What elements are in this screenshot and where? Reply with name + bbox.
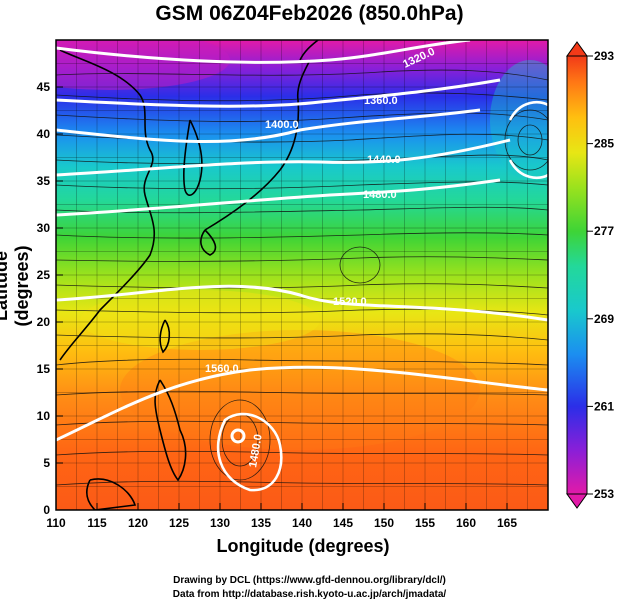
contour-1480	[56, 178, 501, 217]
y-tick-label: 20	[37, 315, 51, 329]
korea-peninsula	[183, 119, 203, 196]
contour-label: 1480.0	[363, 189, 397, 201]
y-tick-label: 45	[37, 80, 51, 94]
colorbar-tick-label: 277	[594, 224, 614, 238]
height-contours	[56, 40, 548, 492]
kuril-sakhalin	[299, 40, 319, 61]
contour-1320	[56, 40, 471, 64]
colorbar-tick-label: 261	[594, 399, 614, 413]
credit-data: Data from http://database.rish.kyoto-u.a…	[172, 589, 447, 600]
midlat-yellow-band	[80, 290, 320, 350]
contour-1520	[56, 284, 548, 322]
y-tick-label: 40	[37, 127, 51, 141]
east-high-contour	[508, 100, 548, 180]
japan-kyushu	[200, 229, 217, 256]
x-tick-label: 110	[46, 516, 66, 530]
contour-label: 1520.0	[333, 296, 367, 308]
x-tick-label: 135	[251, 516, 271, 530]
contour-1560	[56, 365, 548, 442]
y-axis-label: Latitude (degrees)	[0, 245, 32, 327]
x-tick-label: 125	[169, 516, 189, 530]
y-tick-label: 0	[43, 503, 50, 517]
x-tick-label: 155	[415, 516, 435, 530]
y-tick-label: 10	[37, 409, 51, 423]
temperature-field	[56, 40, 548, 510]
x-axis: 110 115 120 125 130 135 140 145 150 155 160 165	[46, 503, 517, 530]
y-tick-label: 35	[37, 174, 51, 188]
x-tick-label: 150	[374, 516, 394, 530]
east-warm-anomaly	[490, 60, 548, 180]
china-coast	[59, 49, 156, 361]
borneo	[85, 478, 137, 510]
contour-label: 1560.0	[205, 363, 239, 375]
contour-1440	[56, 138, 511, 177]
warm-anomaly	[120, 330, 480, 450]
y-tick-label: 25	[37, 268, 51, 282]
x-axis-label: Longitude (degrees)	[216, 536, 390, 556]
contour-label: 1440.0	[367, 154, 401, 166]
contour-1480-tropical	[216, 412, 283, 492]
contour-label: 1360.0	[364, 95, 398, 107]
colorbar-tick-label: 285	[594, 137, 614, 151]
taiwan	[159, 319, 171, 354]
x-tick-label: 160	[456, 516, 476, 530]
credit-drawing: Drawing by DCL (https://www.gfd-dennou.o…	[173, 575, 446, 586]
colorbar-tick-label: 269	[594, 312, 614, 326]
colorbar-bottom-triangle	[566, 493, 588, 509]
x-tick-label: 140	[292, 516, 312, 530]
x-tick-label: 165	[497, 516, 517, 530]
y-tick-label: 30	[37, 221, 51, 235]
y-tick-label: 5	[43, 456, 50, 470]
japan-honshu	[204, 59, 311, 231]
colorbar-gradient	[566, 55, 588, 495]
coastlines	[59, 40, 319, 510]
contour-label: 1480.0	[247, 433, 265, 468]
low-center-marker	[230, 428, 246, 444]
y-axis: 0 5 10 15 20 25 30 35 40 45	[37, 80, 63, 517]
philippines	[154, 379, 187, 482]
contour-1400	[56, 108, 481, 144]
colorbar-tick-label: 253	[594, 487, 614, 501]
map-title: GSM 06Z04Feb2026 (850.0hPa)	[155, 2, 464, 25]
y-tick-label: 15	[37, 362, 51, 376]
colorbar-tick-label: 293	[594, 49, 614, 63]
colorbar-top-triangle	[566, 41, 588, 57]
x-tick-label: 120	[128, 516, 148, 530]
contour-label: 1400.0	[265, 119, 299, 131]
x-tick-label: 130	[210, 516, 230, 530]
colorbar-ticks: 253 261 269 277 285 293	[587, 49, 614, 501]
colorbar: 253 261 269 277 285 293	[566, 41, 614, 509]
contour-1360	[56, 78, 501, 108]
x-tick-label: 145	[333, 516, 353, 530]
x-tick-label: 115	[87, 516, 107, 530]
